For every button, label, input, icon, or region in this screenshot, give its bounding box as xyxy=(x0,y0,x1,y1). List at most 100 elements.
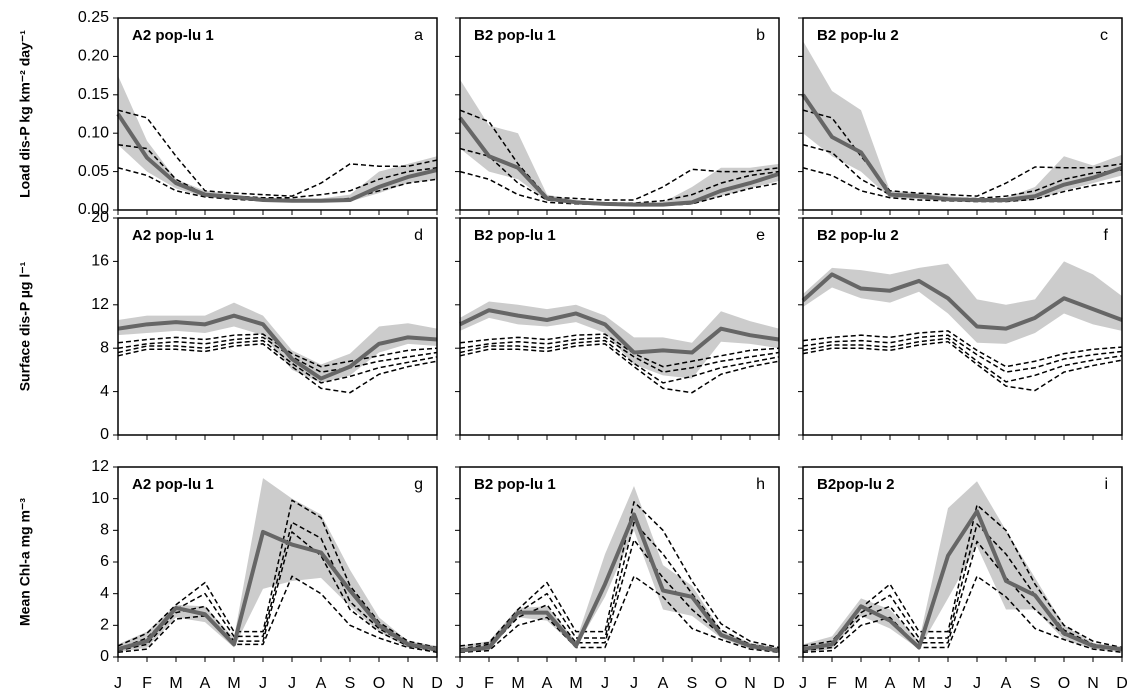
scenario-line xyxy=(802,167,1123,203)
y-tick-label: 2 xyxy=(100,617,109,634)
x-tick-label: A xyxy=(1001,675,1012,692)
range-band xyxy=(803,261,1122,344)
mean-line xyxy=(801,272,1123,331)
y-tick-label: 0.10 xyxy=(78,124,109,141)
y-tick-label: 0 xyxy=(100,426,109,443)
scenario-line xyxy=(802,334,1123,373)
x-tick-label: F xyxy=(827,675,837,692)
scenario-line xyxy=(117,499,438,649)
plot-frame xyxy=(117,217,438,436)
x-tick-label: M xyxy=(169,675,182,692)
panel-letter: c xyxy=(1100,27,1108,44)
x-tick-label: J xyxy=(630,675,638,692)
plot-frame xyxy=(802,217,1123,436)
y-tick-label: 0.25 xyxy=(78,9,109,26)
panel-title: A2 pop-lu 1 xyxy=(132,227,214,244)
x-tick-label: J xyxy=(456,675,464,692)
scenario-line xyxy=(802,340,1123,392)
x-tick-label: A xyxy=(316,675,327,692)
panel-title: B2 pop-lu 2 xyxy=(817,27,899,44)
scenario-line xyxy=(459,501,780,649)
x-tick-label: M xyxy=(227,675,240,692)
mean-line xyxy=(458,116,780,207)
mean-line xyxy=(117,313,438,381)
x-tick-label: J xyxy=(799,675,807,692)
scenario-line xyxy=(802,143,1123,200)
x-tick-label: N xyxy=(744,675,756,692)
y-tick-label: 12 xyxy=(91,458,109,475)
panel-letter: i xyxy=(1104,476,1108,493)
y-axis-label: Surface dis-P µg l⁻¹ xyxy=(17,261,33,391)
scenario-line xyxy=(117,109,438,197)
range-band xyxy=(803,41,1122,203)
y-tick-label: 8 xyxy=(100,339,109,356)
panel-title: B2 pop-lu 1 xyxy=(474,476,556,493)
panel-letter: e xyxy=(756,227,765,244)
y-tick-label: 4 xyxy=(100,383,109,400)
y-tick-label: 0.00 xyxy=(78,201,109,218)
x-tick-label: O xyxy=(1058,675,1070,692)
y-tick-label: 10 xyxy=(91,490,109,507)
x-tick-label: M xyxy=(569,675,582,692)
scenario-line xyxy=(117,167,438,202)
mean-line xyxy=(459,512,780,653)
panel-title: A2 pop-lu 1 xyxy=(132,476,214,493)
x-tick-label: S xyxy=(1030,675,1041,692)
panel-title: A2 pop-lu 1 xyxy=(132,27,214,44)
scenario-line xyxy=(802,523,1123,650)
x-tick-label: F xyxy=(484,675,494,692)
scenario-line xyxy=(459,170,780,207)
panel-title: B2 pop-lu 1 xyxy=(474,227,556,244)
x-tick-label: J xyxy=(259,675,267,692)
x-tick-label: O xyxy=(373,675,385,692)
range-band xyxy=(118,478,437,653)
x-tick-label: J xyxy=(601,675,609,692)
scenario-line xyxy=(459,339,780,384)
panel-letter: h xyxy=(756,476,765,493)
panel-title: B2 pop-lu 1 xyxy=(474,27,556,44)
y-axis-label: Mean Chl-a mg m⁻³ xyxy=(17,498,33,626)
plot-frame xyxy=(802,17,1123,211)
plot-frame xyxy=(459,217,780,436)
panel-letter: f xyxy=(1104,227,1109,244)
scenario-line xyxy=(802,337,1123,383)
scenario-line xyxy=(459,333,780,368)
x-tick-label: N xyxy=(1087,675,1099,692)
x-tick-label: J xyxy=(973,675,981,692)
scenario-line xyxy=(117,343,438,394)
scenario-line xyxy=(117,531,438,652)
x-tick-label: M xyxy=(854,675,867,692)
x-tick-label: F xyxy=(142,675,152,692)
x-tick-label: D xyxy=(773,675,785,692)
x-tick-label: J xyxy=(288,675,296,692)
y-tick-label: 16 xyxy=(91,253,109,270)
y-tick-label: 0.05 xyxy=(78,163,109,180)
panel-letter: g xyxy=(414,476,423,493)
y-tick-label: 8 xyxy=(100,522,109,539)
mean-line xyxy=(802,509,1123,652)
panel-letter: b xyxy=(756,27,765,44)
scenario-line xyxy=(459,343,780,394)
x-tick-label: A xyxy=(885,675,896,692)
x-tick-label: A xyxy=(200,675,211,692)
y-tick-label: 12 xyxy=(91,296,109,313)
y-tick-label: 0.20 xyxy=(78,48,109,65)
scenario-line xyxy=(459,336,780,373)
x-tick-label: O xyxy=(715,675,727,692)
y-tick-label: 20 xyxy=(91,209,109,226)
range-band xyxy=(803,481,1122,653)
y-tick-label: 0 xyxy=(100,648,109,665)
panel-letter: d xyxy=(414,227,423,244)
panel-title: B2 pop-lu 2 xyxy=(817,227,899,244)
x-tick-label: S xyxy=(345,675,356,692)
x-tick-label: M xyxy=(511,675,524,692)
mean-line xyxy=(116,112,438,203)
plot-frame xyxy=(459,17,780,211)
scenario-line xyxy=(117,339,438,384)
scenario-line xyxy=(802,330,1123,368)
scenario-line xyxy=(117,143,438,199)
x-tick-label: N xyxy=(402,675,414,692)
y-tick-label: 4 xyxy=(100,585,109,602)
x-tick-label: A xyxy=(542,675,553,692)
